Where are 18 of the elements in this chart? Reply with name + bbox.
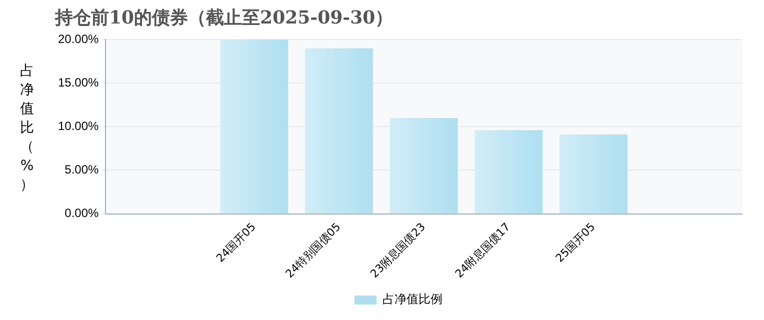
chart-title: 持仓前10的债券（截止至2025-09-30）	[54, 7, 394, 28]
y-tick-label: 20.00%	[58, 32, 100, 46]
y-tick-label: 0.00%	[64, 206, 100, 220]
bar	[305, 48, 373, 214]
x-tick-label: 24特别国债05	[283, 220, 344, 280]
bar	[220, 40, 288, 214]
legend-label: 占净值比例	[382, 292, 442, 306]
y-tick-label: 15.00%	[58, 75, 100, 90]
x-tick-label: 23附息国债23	[368, 220, 428, 280]
y-tick-label: 10.00%	[58, 118, 100, 133]
y-tick-label: 5.00%	[64, 162, 100, 177]
y-axis-title: 占净值比（%）	[19, 62, 35, 195]
x-tick-label: 24国开05	[214, 220, 258, 265]
x-tick-label: 25国开05	[553, 220, 598, 265]
bar	[560, 134, 628, 214]
x-tick-label: 24附息国债17	[452, 220, 513, 280]
bar	[390, 118, 458, 214]
bar	[474, 130, 543, 214]
